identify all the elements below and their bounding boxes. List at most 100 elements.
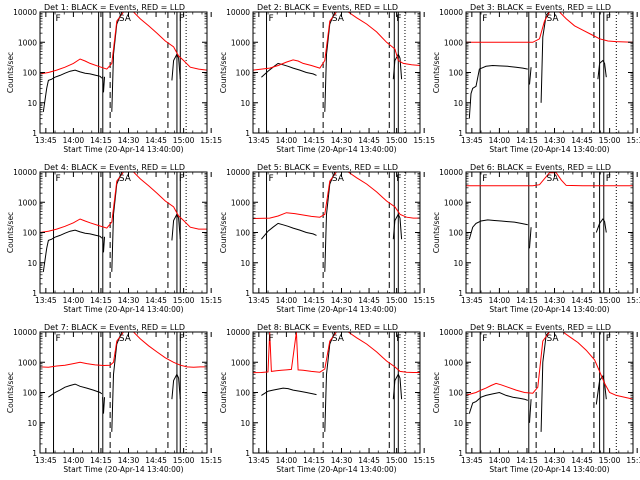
- y-tick-label: 1: [32, 129, 37, 138]
- lld-series-line: [466, 332, 633, 400]
- events-series-line: [529, 399, 532, 423]
- plot-panel: F SA F Det 7: BLACK = Events, RED = LLD 1 10 1…: [6, 323, 222, 474]
- lld-series-line: [253, 172, 420, 219]
- y-axis-label: Counts/sec: [432, 372, 441, 413]
- x-tick-label: 14:45: [145, 456, 167, 465]
- y-tick-label: 10000: [13, 8, 37, 17]
- plot-frame: [39, 171, 208, 294]
- phase-marker: F: [269, 174, 274, 184]
- x-tick-label: 14:45: [358, 136, 380, 145]
- x-tick-label: 15:00: [173, 296, 195, 305]
- y-tick-label: 10: [27, 419, 37, 428]
- y-tick-label: 1: [458, 449, 463, 458]
- plot-title: Det 9: BLACK = Events, RED = LLD: [470, 323, 611, 332]
- phase-marker: SA: [119, 174, 132, 184]
- x-axis-label: Start Time (20-Apr-14 13:40:00): [489, 305, 609, 314]
- plot-title: Det 2: BLACK = Events, RED = LLD: [257, 3, 398, 12]
- x-tick-label: 14:00: [489, 136, 511, 145]
- events-series-line: [392, 373, 403, 400]
- x-tick-label: 15:15: [200, 136, 222, 145]
- plot-panel: F SA F Det 6: BLACK = Events, RED = LLD 1 10 1…: [432, 163, 640, 314]
- x-tick-label: 13:45: [248, 136, 270, 145]
- y-tick-label: 10: [453, 259, 463, 268]
- y-tick-label: 100: [449, 69, 464, 78]
- events-series-line: [261, 222, 317, 240]
- events-series-line: [324, 332, 336, 432]
- events-series-line: [529, 67, 532, 85]
- events-series-line: [102, 76, 105, 93]
- y-tick-label: 10: [240, 259, 250, 268]
- events-series-line: [261, 387, 317, 396]
- y-axis-label: Counts/sec: [219, 52, 228, 93]
- x-tick-label: 15:15: [626, 456, 640, 465]
- x-tick-label: 13:45: [248, 296, 270, 305]
- events-series-line: [111, 332, 123, 432]
- y-tick-label: 100: [23, 69, 38, 78]
- plot-area: [40, 172, 207, 293]
- x-tick-label: 14:00: [63, 136, 85, 145]
- x-tick-label: 15:00: [599, 136, 621, 145]
- phase-marker: F: [56, 174, 61, 184]
- x-tick-label: 14:15: [303, 136, 325, 145]
- y-tick-label: 10000: [226, 328, 250, 337]
- x-tick-label: 13:45: [461, 456, 483, 465]
- phase-marker: SA: [546, 334, 559, 344]
- plot-title: Det 1: BLACK = Events, RED = LLD: [44, 3, 185, 12]
- plot-title: Det 5: BLACK = Events, RED = LLD: [257, 163, 398, 172]
- events-series-line: [468, 64, 528, 119]
- y-tick-label: 10000: [226, 168, 250, 177]
- phase-marker: F: [482, 334, 487, 344]
- phase-marker: SA: [119, 334, 132, 344]
- x-tick-label: 14:30: [331, 136, 353, 145]
- phase-marker: SA: [546, 14, 559, 24]
- x-tick-label: 14:00: [276, 136, 298, 145]
- plot-area: [40, 332, 207, 453]
- x-axis-label: Start Time (20-Apr-14 13:40:00): [276, 145, 396, 154]
- y-axis-label: Counts/sec: [432, 212, 441, 253]
- phase-marker: SA: [332, 174, 345, 184]
- events-series-line: [261, 62, 317, 78]
- x-axis-label: Start Time (20-Apr-14 13:40:00): [63, 465, 183, 474]
- y-axis-label: Counts/sec: [219, 212, 228, 253]
- events-series-line: [529, 227, 532, 249]
- x-tick-label: 14:00: [489, 456, 511, 465]
- events-series-line: [324, 12, 336, 112]
- phase-marker: F: [482, 174, 487, 184]
- lld-series-line: [253, 12, 420, 71]
- y-tick-label: 1000: [444, 358, 463, 367]
- phase-marker: F: [606, 174, 611, 184]
- x-tick-label: 14:15: [303, 296, 325, 305]
- x-tick-label: 15:15: [413, 456, 435, 465]
- y-axis-label: Counts/sec: [219, 372, 228, 413]
- phase-marker: F: [179, 14, 184, 24]
- events-series-line: [468, 391, 528, 414]
- events-series-line: [42, 69, 103, 112]
- x-axis-label: Start Time (20-Apr-14 13:40:00): [63, 145, 183, 154]
- x-axis-label: Start Time (20-Apr-14 13:40:00): [276, 465, 396, 474]
- plot-panel: F SA F Det 8: BLACK = Events, RED = LLD 1 10 1…: [219, 323, 435, 474]
- x-tick-label: 14:15: [516, 296, 538, 305]
- x-tick-label: 14:45: [358, 296, 380, 305]
- events-series-line: [111, 172, 123, 272]
- x-tick-label: 14:45: [145, 136, 167, 145]
- y-tick-label: 10: [240, 419, 250, 428]
- x-tick-label: 14:15: [303, 456, 325, 465]
- phase-marker: F: [396, 174, 401, 184]
- events-series-line: [111, 12, 123, 112]
- x-tick-label: 13:45: [35, 296, 57, 305]
- plot-area: [466, 12, 633, 133]
- x-tick-label: 14:00: [276, 296, 298, 305]
- y-tick-label: 1000: [231, 38, 250, 47]
- plot-frame: [465, 171, 634, 294]
- events-series-line: [171, 213, 181, 241]
- phase-marker: F: [56, 14, 61, 24]
- x-tick-label: 15:15: [413, 136, 435, 145]
- phase-marker: F: [56, 334, 61, 344]
- y-tick-label: 10: [453, 419, 463, 428]
- events-series-line: [468, 219, 528, 240]
- phase-marker: F: [606, 334, 611, 344]
- plot-title: Det 3: BLACK = Events, RED = LLD: [470, 3, 611, 12]
- events-series-line: [171, 373, 181, 400]
- plot-frame: [39, 331, 208, 454]
